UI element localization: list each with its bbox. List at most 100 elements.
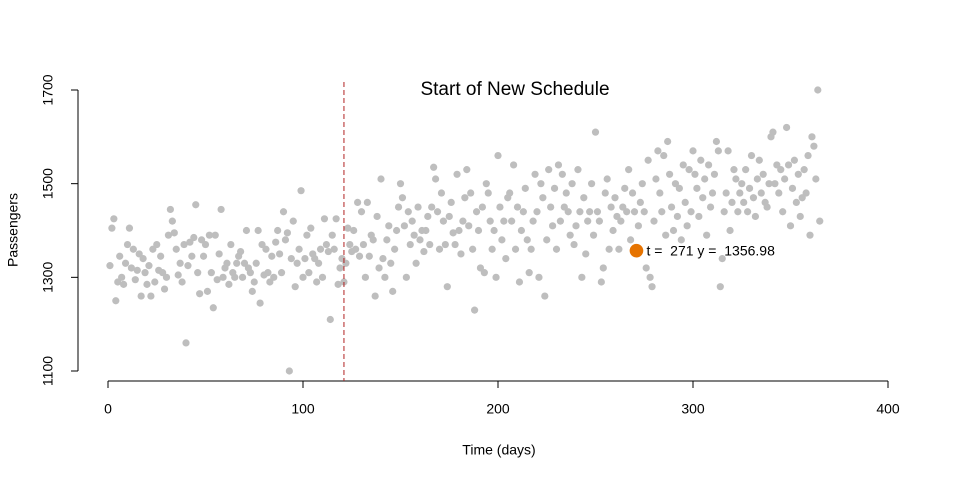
data-point <box>646 273 654 281</box>
data-point <box>722 189 730 197</box>
data-point <box>188 252 196 260</box>
data-point <box>541 292 549 300</box>
data-point <box>515 278 524 286</box>
data-point <box>252 259 260 267</box>
data-point <box>381 273 389 281</box>
data-point <box>387 259 395 267</box>
data-point <box>549 222 557 230</box>
data-point <box>254 226 262 235</box>
data-point <box>129 245 137 253</box>
data-point <box>650 217 658 225</box>
y-tick-label: 1300 <box>40 262 56 293</box>
data-point <box>379 255 387 263</box>
data-point <box>123 240 132 249</box>
data-point <box>402 273 410 281</box>
data-point <box>601 189 609 197</box>
data-point <box>289 217 297 225</box>
data-point <box>394 203 403 211</box>
data-point <box>125 224 134 232</box>
data-point <box>371 292 379 300</box>
data-point <box>461 194 469 202</box>
data-point <box>350 226 358 235</box>
data-point <box>133 266 141 274</box>
data-point <box>199 252 208 260</box>
data-point <box>377 175 385 183</box>
x-tick-label: 100 <box>291 401 315 417</box>
data-point <box>527 245 535 253</box>
data-point <box>416 236 424 244</box>
data-point <box>816 217 824 225</box>
data-point <box>120 280 128 288</box>
data-point <box>131 276 139 284</box>
data-point <box>492 273 500 281</box>
data-point <box>324 247 332 256</box>
data-point <box>162 273 171 281</box>
data-point <box>804 151 812 160</box>
data-point <box>192 201 200 209</box>
data-point <box>445 212 453 221</box>
data-point <box>630 208 639 216</box>
data-point <box>642 264 650 272</box>
data-point <box>712 137 721 146</box>
data-point <box>724 147 732 155</box>
data-point <box>509 161 518 169</box>
data-point <box>800 166 808 174</box>
data-point <box>812 175 820 183</box>
data-point <box>203 287 212 295</box>
data-point <box>582 250 590 258</box>
data-point <box>166 205 174 214</box>
data-point <box>469 245 477 253</box>
data-point <box>552 245 561 253</box>
data-point <box>662 231 670 239</box>
data-point <box>755 156 763 164</box>
data-point <box>744 208 752 216</box>
x-axis-label: Time (days) <box>462 442 535 458</box>
data-point <box>753 175 761 183</box>
data-point <box>209 304 217 312</box>
data-point <box>732 175 740 183</box>
data-point <box>291 283 299 291</box>
data-point <box>293 259 301 267</box>
data-point <box>506 189 514 197</box>
data-point <box>783 123 791 132</box>
data-point <box>589 231 598 239</box>
data-point <box>498 236 506 244</box>
data-point <box>570 240 578 249</box>
data-point <box>792 198 800 206</box>
data-point <box>562 189 570 197</box>
data-point <box>295 245 303 253</box>
data-point <box>233 259 241 267</box>
data-point <box>426 240 434 249</box>
data-point <box>465 222 473 230</box>
data-point <box>777 166 785 174</box>
data-point <box>326 315 334 324</box>
data-point <box>605 245 613 253</box>
data-point <box>272 238 280 246</box>
data-point <box>771 180 779 188</box>
data-point <box>455 226 463 235</box>
data-point <box>315 259 323 267</box>
data-point <box>537 180 545 188</box>
data-point <box>533 208 541 216</box>
data-point <box>190 233 198 242</box>
data-point <box>250 278 258 286</box>
data-point <box>139 255 147 263</box>
data-point <box>595 217 604 225</box>
data-point <box>318 273 327 281</box>
data-point <box>523 236 531 244</box>
data-point <box>396 180 405 188</box>
data-point <box>344 224 352 232</box>
data-point <box>361 273 369 281</box>
data-point <box>617 217 625 225</box>
data-point <box>558 170 566 178</box>
data-point <box>297 187 305 195</box>
data-point <box>180 240 188 249</box>
data-point <box>194 269 202 277</box>
data-point <box>277 269 286 277</box>
data-point <box>545 166 553 174</box>
data-point <box>701 175 709 183</box>
data-point <box>779 208 787 216</box>
data-point <box>689 147 697 155</box>
x-tick-label: 300 <box>681 401 705 417</box>
